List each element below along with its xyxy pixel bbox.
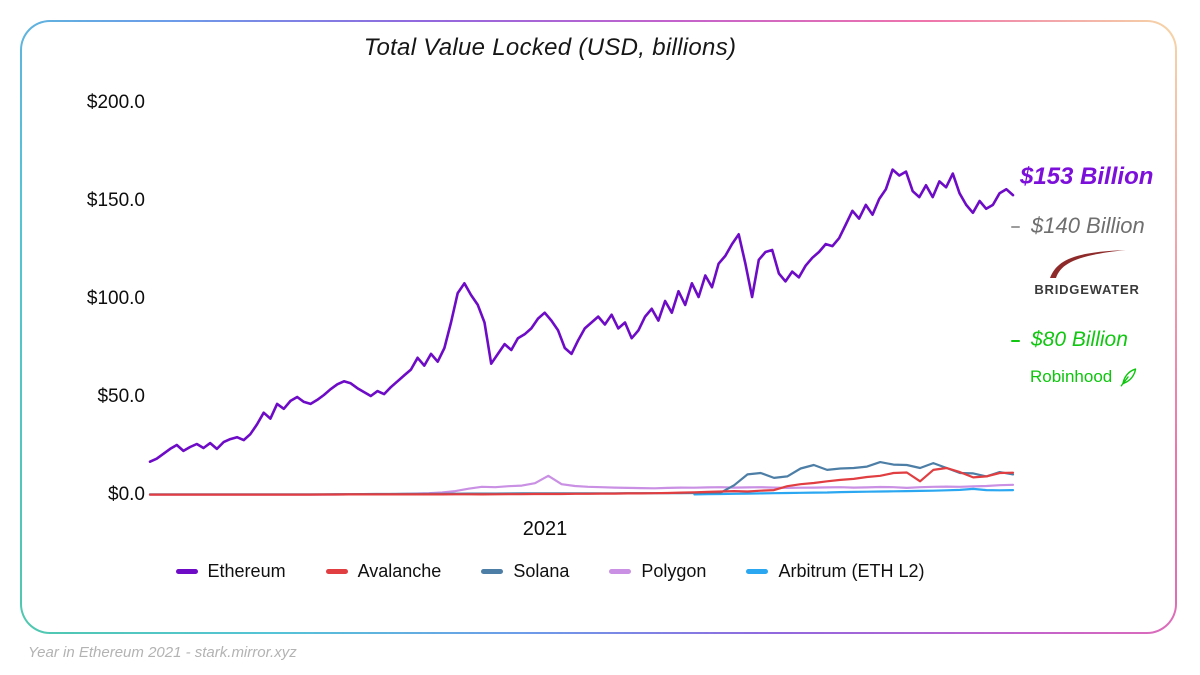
robinhood-feather-icon xyxy=(1120,368,1137,387)
attribution-text: Year in Ethereum 2021 - stark.mirror.xyz xyxy=(28,644,297,661)
ethereum-line xyxy=(148,168,1015,464)
solana-line xyxy=(148,461,1015,496)
legend-label-ethereum: Ethereum xyxy=(207,561,286,581)
robinhood-value-annotation: $80 Billion xyxy=(1031,328,1128,351)
chart-title: Total Value Locked (USD, billions) xyxy=(363,34,737,61)
y-tick-100: $100.0 xyxy=(86,288,145,309)
legend-label-arbitrum-eth-l2: Arbitrum (ETH L2) xyxy=(778,561,925,581)
legend-label-polygon: Polygon xyxy=(641,561,707,581)
legend-swatch-avalanche xyxy=(325,569,348,574)
legend-item-ethereum: Ethereum xyxy=(175,561,286,582)
legend-item-solana: Solana xyxy=(481,561,569,582)
ethereum-value-annotation: $153 Billion xyxy=(1020,163,1154,190)
legend: Ethereum Avalanche Solana Polygon Arbitrum (… xyxy=(60,561,1040,582)
legend-item-avalanche: Avalanche xyxy=(325,561,442,582)
y-tick-200: $200.0 xyxy=(86,92,145,113)
avalanche-line xyxy=(148,466,1015,496)
bridgewater-swoosh-icon xyxy=(1050,250,1126,278)
legend-swatch-solana xyxy=(481,569,504,574)
legend-item-arbitrum-eth-l2: Arbitrum (ETH L2) xyxy=(746,561,924,582)
bridgewater-logo: BRIDGEWATER xyxy=(1031,249,1143,297)
legend-swatch-polygon xyxy=(609,569,632,574)
y-tick-50: $50.0 xyxy=(97,386,145,407)
y-tick-150: $150.0 xyxy=(86,190,145,211)
robinhood-logo: Robinhood xyxy=(1030,367,1160,387)
legend-swatch-arbitrum-eth-l2 xyxy=(746,569,769,574)
chart-canvas xyxy=(22,22,1175,632)
arbitrum-eth-l2-line xyxy=(693,487,1015,496)
bridgewater-level-dash xyxy=(1011,226,1020,228)
bridgewater-brand-text: BRIDGEWATER xyxy=(1034,282,1140,297)
legend-item-polygon: Polygon xyxy=(609,561,706,582)
robinhood-level-dash xyxy=(1011,340,1020,342)
y-tick-0: $0.0 xyxy=(108,484,145,505)
x-axis-tick-2021: 2021 xyxy=(522,518,568,540)
legend-label-avalanche: Avalanche xyxy=(357,561,442,581)
legend-label-solana: Solana xyxy=(513,561,570,581)
bridgewater-value-annotation: $140 Billion xyxy=(1031,213,1145,238)
gradient-border-card xyxy=(20,20,1177,634)
robinhood-brand-text: Robinhood xyxy=(1030,367,1113,386)
legend-swatch-ethereum xyxy=(175,569,198,574)
